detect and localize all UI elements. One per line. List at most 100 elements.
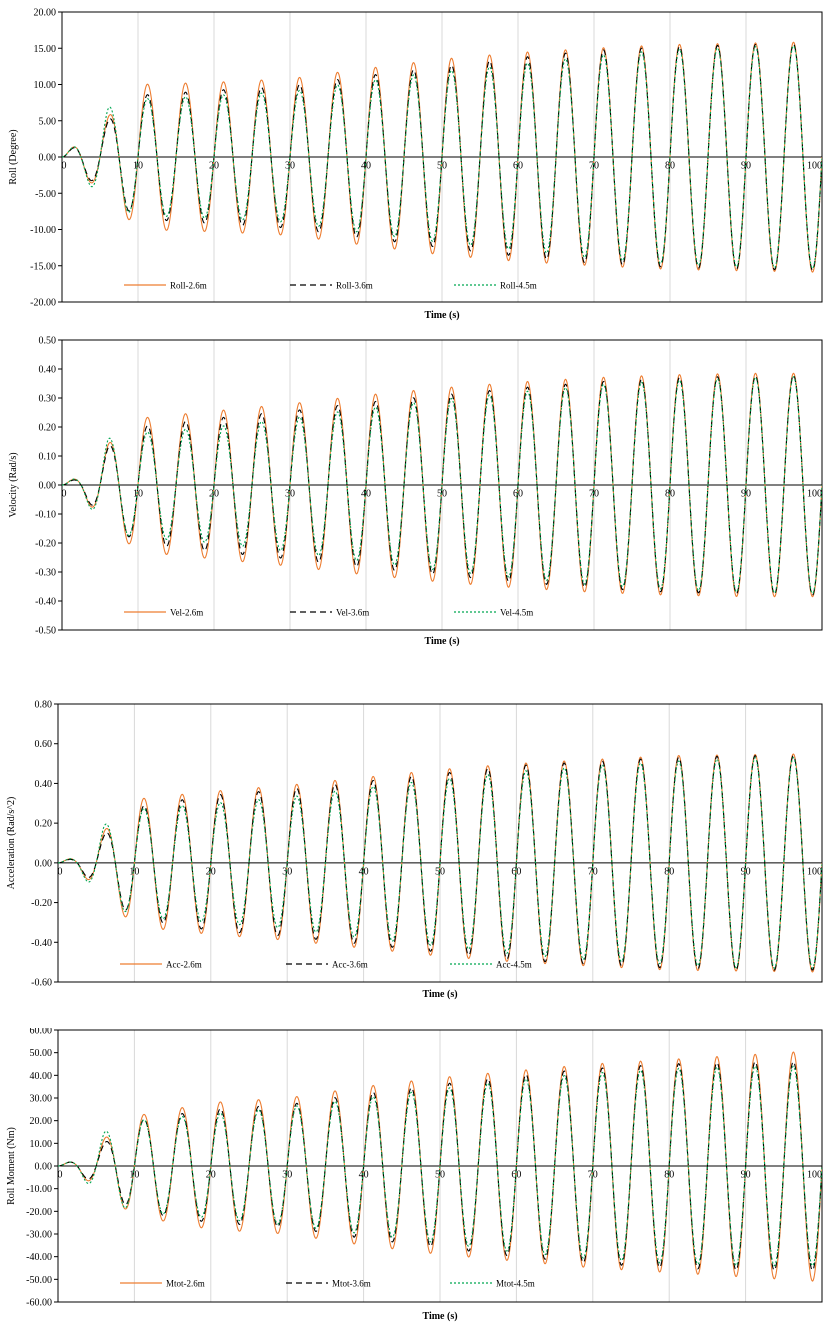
y-tick-label: 0.40 xyxy=(35,779,53,790)
y-tick-label: 0.20 xyxy=(39,423,57,434)
y-tick-label: -0.20 xyxy=(35,539,56,550)
legend-label: Mtot-2.6m xyxy=(166,1279,205,1289)
y-tick-label: -10.00 xyxy=(26,1184,52,1195)
acceleration-chart: -0.60 -0.40 -0.20 0.00 0.20 0.40 0.60 0.80 0 10 20… xyxy=(0,676,830,1002)
legend-label: Vel-4.5m xyxy=(500,608,533,618)
roll-chart-svg: -20.00 -15.00 -10.00 -5.00 0.00 5.00 10.00 15.0… xyxy=(8,8,823,321)
x-axis-title: Time (s) xyxy=(424,310,459,321)
x-tick-label: 40 xyxy=(361,488,371,499)
y-tick-label: -20.00 xyxy=(30,298,56,309)
y-axis-title: Roll (Degree) xyxy=(8,129,19,184)
velocity-chart-svg: -0.50 -0.40 -0.30 -0.20 -0.10 0.00 0.10 0.20 0.3… xyxy=(8,336,823,647)
legend-label: Roll-3.6m xyxy=(336,281,373,291)
x-axis-title: Time (s) xyxy=(424,636,459,647)
x-tick-label: 10 xyxy=(129,1169,139,1180)
y-tick-label: 30.00 xyxy=(30,1094,53,1105)
y-tick-label: 50.00 xyxy=(30,1048,53,1059)
acceleration-chart-svg: -0.60 -0.40 -0.20 0.00 0.20 0.40 0.60 0.80 0 10 20… xyxy=(6,700,823,1000)
y-tick-label: 0.00 xyxy=(35,858,53,869)
y-tick-label: 20.00 xyxy=(30,1116,53,1127)
y-tick-label: 0.10 xyxy=(39,452,57,463)
series-line-vel-4.5m xyxy=(62,376,822,595)
y-tick-label: 0.20 xyxy=(35,819,53,830)
legend-label: Vel-2.6m xyxy=(170,608,203,618)
y-tick-label: -30.00 xyxy=(26,1230,52,1241)
velocity-chart: -0.50 -0.40 -0.30 -0.20 -0.10 0.00 0.10 0.20 0.3… xyxy=(0,330,830,652)
legend-label: Acc-3.6m xyxy=(332,960,368,970)
y-tick-label: -0.30 xyxy=(35,568,56,579)
y-tick-label: 0.00 xyxy=(35,1162,53,1173)
y-tick-label: -10.00 xyxy=(30,225,56,236)
x-tick-label: 40 xyxy=(361,160,371,171)
x-tick-label: 50 xyxy=(435,866,445,877)
y-tick-label: 60.00 xyxy=(30,1028,53,1037)
x-tick-label: 20 xyxy=(209,488,219,499)
y-tick-label: 5.00 xyxy=(39,116,57,127)
y-tick-label: -5.00 xyxy=(35,189,56,200)
y-tick-label: -0.40 xyxy=(35,597,56,608)
legend-label: Mtot-4.5m xyxy=(496,1279,535,1289)
x-tick-label: 50 xyxy=(435,1169,445,1180)
x-tick-label: 30 xyxy=(282,1169,292,1180)
series-line-roll-3.6m xyxy=(62,43,822,271)
y-tick-label: 0.40 xyxy=(39,365,57,376)
x-tick-label: 10 xyxy=(133,488,143,499)
y-tick-label: -50.00 xyxy=(26,1275,52,1286)
y-tick-label: -0.10 xyxy=(35,510,56,521)
x-tick-label: 100 xyxy=(807,488,822,499)
y-tick-label: -15.00 xyxy=(30,261,56,272)
y-tick-label: -0.60 xyxy=(31,978,52,989)
x-tick-label: 0 xyxy=(58,866,63,877)
y-tick-label: -0.40 xyxy=(31,938,52,949)
x-tick-label: 0 xyxy=(62,160,67,171)
plot-frame xyxy=(57,703,823,983)
y-tick-label: 40.00 xyxy=(30,1071,53,1082)
legend-label: Acc-4.5m xyxy=(496,960,532,970)
x-tick-label: 10 xyxy=(133,160,143,171)
x-tick-label: 10 xyxy=(129,866,139,877)
x-axis-title: Time (s) xyxy=(422,1311,457,1322)
x-tick-label: 20 xyxy=(206,1169,216,1180)
y-tick-label: 10.00 xyxy=(30,1139,53,1150)
series-line-mtot-4.5m xyxy=(58,1065,822,1267)
x-tick-label: 100 xyxy=(807,866,822,877)
y-tick-label: -60.00 xyxy=(26,1298,52,1309)
series-line-mtot-2.6m xyxy=(58,1051,822,1282)
y-tick-label: 10.00 xyxy=(34,80,57,91)
y-tick-label: -0.20 xyxy=(31,898,52,909)
y-axis-title: Acceleration (Rad/s^2) xyxy=(6,797,17,890)
series-line-roll-4.5m xyxy=(62,45,822,270)
roll-moment-chart: -60.00 -50.00 -40.00 -30.00 -20.00 -10.00 0.00… xyxy=(0,1026,830,1327)
series-line-acc-4.5m xyxy=(58,756,822,969)
x-tick-label: 100 xyxy=(807,1169,822,1180)
roll-chart: -20.00 -15.00 -10.00 -5.00 0.00 5.00 10.00 15.0… xyxy=(0,0,830,322)
y-tick-label: -0.50 xyxy=(35,626,56,637)
x-tick-label: 20 xyxy=(209,160,219,171)
x-tick-label: 30 xyxy=(285,488,295,499)
y-tick-label: 0.80 xyxy=(35,700,53,711)
y-tick-label: 0.30 xyxy=(39,394,57,405)
y-tick-label: 0.50 xyxy=(39,336,57,347)
legend-label: Roll-4.5m xyxy=(500,281,537,291)
series-line-vel-3.6m xyxy=(62,374,822,596)
roll-moment-chart-svg: -60.00 -50.00 -40.00 -30.00 -20.00 -10.00 0.00… xyxy=(6,1026,823,1322)
y-tick-label: 0.60 xyxy=(35,739,53,750)
x-tick-label: 100 xyxy=(807,160,822,171)
x-tick-label: 40 xyxy=(359,1169,369,1180)
y-tick-label: 20.00 xyxy=(34,8,57,19)
x-tick-label: 60 xyxy=(511,1169,521,1180)
y-tick-label: -20.00 xyxy=(26,1207,52,1218)
x-tick-label: 30 xyxy=(285,160,295,171)
x-tick-label: 40 xyxy=(359,866,369,877)
legend-label: Roll-2.6m xyxy=(170,281,207,291)
x-tick-label: 0 xyxy=(58,1169,63,1180)
x-tick-label: 0 xyxy=(62,488,67,499)
y-axis-title: Velocity (Rad/s) xyxy=(8,452,19,517)
legend-label: Mtot-3.6m xyxy=(332,1279,371,1289)
x-tick-label: 30 xyxy=(282,866,292,877)
x-tick-label: 50 xyxy=(437,488,447,499)
y-tick-label: 0.00 xyxy=(39,481,57,492)
y-tick-label: 0.00 xyxy=(39,153,57,164)
legend-label: Vel-3.6m xyxy=(336,608,369,618)
x-tick-label: 20 xyxy=(206,866,216,877)
